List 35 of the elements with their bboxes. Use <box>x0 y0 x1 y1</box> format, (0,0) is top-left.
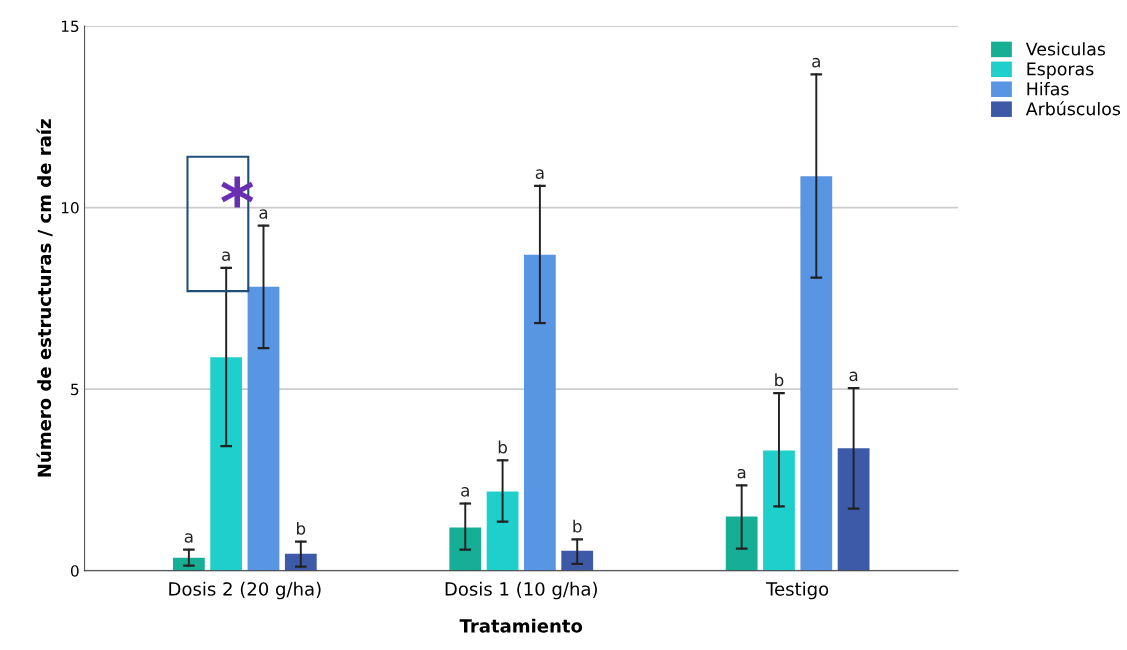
legend-label: Esporas <box>1027 62 1094 79</box>
legend-label: Vesiculas <box>1025 42 1106 56</box>
annotation: a <box>849 371 858 382</box>
x-tick-label: Dosis 1 (10 g/ha) <box>445 581 597 600</box>
x-tick-label: Dosis 2 (20 g/ha) <box>169 581 321 600</box>
annotation: a <box>737 468 746 479</box>
annotation: a <box>812 57 820 68</box>
bar <box>524 254 556 571</box>
bar <box>486 491 519 571</box>
bar <box>561 550 594 571</box>
legend-label: Arbúsculos <box>1025 101 1121 116</box>
annotation: a <box>184 533 193 543</box>
annotation: b <box>775 373 784 387</box>
y-axis-title: Número de estructuras / cm de raíz <box>36 119 53 477</box>
legend-label: Hifas <box>1027 82 1069 96</box>
bar <box>449 527 482 571</box>
bar <box>763 450 795 571</box>
y-tick-label: 5 <box>71 383 79 396</box>
annotation: b <box>573 519 582 533</box>
y-tick-label: 10 <box>61 202 79 214</box>
annotation: b <box>297 521 306 535</box>
bar <box>210 357 243 571</box>
x-axis-title: Tratamiento <box>459 618 583 633</box>
annotation: b <box>498 440 507 454</box>
y-tick-label: 0 <box>70 565 79 577</box>
bar <box>725 516 758 571</box>
annotation: a <box>535 169 544 179</box>
x-tick-label: Testigo <box>766 581 829 600</box>
annotation: a <box>259 209 268 219</box>
annotation: a <box>461 487 469 497</box>
annotation: a <box>222 251 230 261</box>
bar <box>247 286 280 571</box>
y-tick-label: 15 <box>61 20 79 33</box>
bar <box>800 176 833 571</box>
bar <box>837 448 870 571</box>
